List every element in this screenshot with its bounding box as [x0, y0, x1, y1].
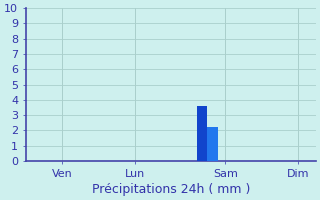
- Bar: [207, 127, 218, 161]
- Bar: [196, 106, 207, 161]
- X-axis label: Précipitations 24h ( mm ): Précipitations 24h ( mm ): [92, 183, 250, 196]
